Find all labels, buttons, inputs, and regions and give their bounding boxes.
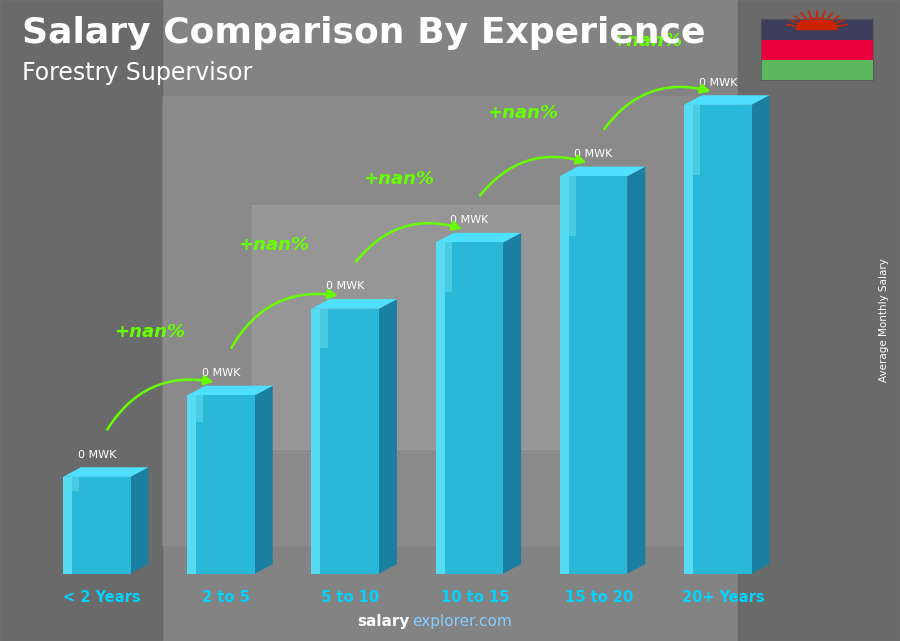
Polygon shape [63,477,72,574]
Text: +nan%: +nan% [487,104,558,122]
Text: +nan%: +nan% [611,33,682,51]
Bar [760,40,873,60]
Polygon shape [693,105,700,175]
Text: 0 MWK: 0 MWK [574,149,613,159]
Polygon shape [436,242,445,574]
Polygon shape [684,105,693,574]
Text: explorer.com: explorer.com [412,615,512,629]
Polygon shape [503,233,521,574]
Bar [684,105,752,574]
Bar [760,19,873,80]
Text: 5 to 10: 5 to 10 [321,590,380,604]
Text: 0 MWK: 0 MWK [77,449,116,460]
Polygon shape [63,467,148,477]
Text: +nan%: +nan% [238,237,310,254]
Bar [252,205,594,449]
Bar [187,395,255,574]
Polygon shape [130,467,148,574]
Polygon shape [627,167,645,574]
Text: 0 MWK: 0 MWK [326,281,365,292]
Text: +nan%: +nan% [114,323,185,341]
Bar [0,0,162,641]
Polygon shape [187,395,196,574]
Polygon shape [311,299,397,309]
Bar [63,477,130,574]
Polygon shape [436,233,521,242]
Polygon shape [311,309,320,574]
Polygon shape [560,167,645,176]
Text: Salary Comparison By Experience: Salary Comparison By Experience [22,16,706,50]
Bar [738,0,900,641]
Text: 15 to 20: 15 to 20 [565,590,633,604]
Polygon shape [72,477,79,492]
Text: salary: salary [357,615,410,629]
Bar [436,242,503,574]
Bar [311,309,379,574]
Bar [760,19,873,40]
Text: Forestry Supervisor: Forestry Supervisor [22,61,253,85]
Text: 0 MWK: 0 MWK [202,368,240,378]
Polygon shape [560,176,569,574]
Text: Average Monthly Salary: Average Monthly Salary [878,258,889,383]
Polygon shape [320,309,328,349]
Text: +nan%: +nan% [363,170,434,188]
Text: 10 to 15: 10 to 15 [441,590,508,604]
Bar [760,60,873,80]
Polygon shape [255,386,273,574]
Polygon shape [569,176,576,236]
Text: 0 MWK: 0 MWK [698,78,737,88]
Polygon shape [752,96,770,574]
Polygon shape [379,299,397,574]
Text: < 2 Years: < 2 Years [63,590,141,604]
Polygon shape [684,96,770,105]
Polygon shape [445,242,452,292]
Bar [162,96,738,545]
Polygon shape [796,18,837,29]
Text: 2 to 5: 2 to 5 [202,590,250,604]
Text: 0 MWK: 0 MWK [450,215,489,225]
Polygon shape [187,386,273,395]
Polygon shape [196,395,203,422]
Bar [560,176,627,574]
Text: 20+ Years: 20+ Years [682,590,764,604]
